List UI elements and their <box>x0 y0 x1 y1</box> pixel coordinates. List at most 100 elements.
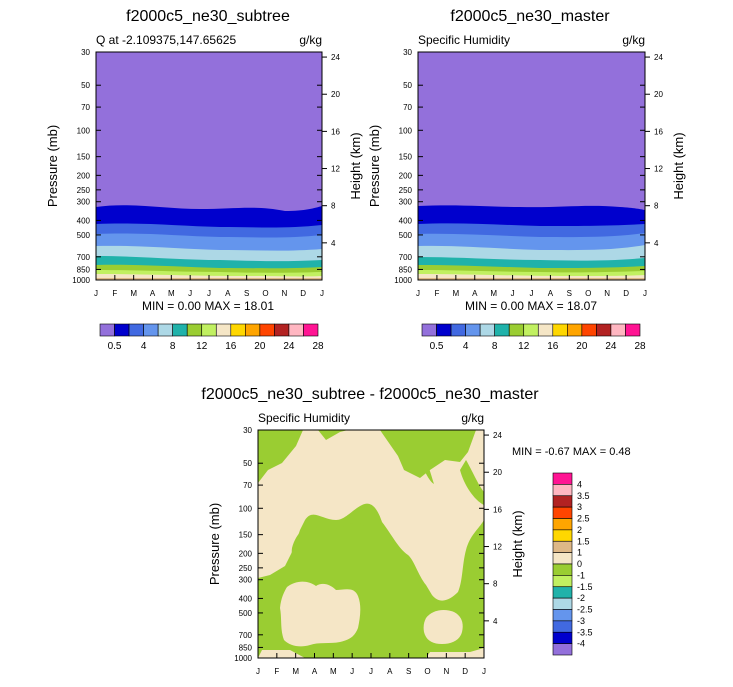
panel2-pressure-axis-label: Pressure (mb) <box>367 125 382 207</box>
colorbar-swatch-cornflower <box>465 323 481 337</box>
panel2-pressure-axis: 30 50 70 100 150 200 250 300 400 500 700 850 1000 <box>394 48 645 285</box>
colorbar-swatch-teal <box>172 323 188 337</box>
height-tick-label: 8 <box>331 202 336 211</box>
pressure-tick-label: 70 <box>81 103 90 112</box>
colorbar-label: 0.5 <box>430 341 444 352</box>
colorbar-swatch-cornflower <box>552 609 573 622</box>
colorbar-swatch-lightgreen <box>552 575 573 588</box>
pressure-tick-label: 200 <box>239 549 253 558</box>
colorbar-swatch-orange <box>567 323 583 337</box>
colorbar-swatch-gold <box>230 323 246 337</box>
panel1-title: f2000c5_ne30_subtree <box>126 8 290 25</box>
month-tick-label: F <box>112 289 117 298</box>
colorbar-swatch-purple <box>99 323 115 337</box>
panel1-height-axis: 24 20 16 12 8 4 <box>322 53 340 248</box>
colorbar-label: 16 <box>547 341 559 352</box>
colorbar-label: 2 <box>577 525 582 535</box>
colorbar-label: 12 <box>518 341 530 352</box>
pressure-tick-label: 50 <box>243 459 252 468</box>
colorbar-label: 1.5 <box>577 536 590 546</box>
pressure-tick-label: 100 <box>399 126 413 135</box>
panel3-pressure-axis-label: Pressure (mb) <box>207 503 222 585</box>
colorbar-swatch-lightblue <box>552 597 573 610</box>
panel3-height-axis: 24 20 16 12 8 4 <box>484 431 502 626</box>
colorbar-label: 0.5 <box>108 341 122 352</box>
colorbar-label: 20 <box>254 341 266 352</box>
month-tick-label: J <box>320 289 324 298</box>
colorbar-swatch-cream <box>537 323 554 337</box>
month-tick-label: M <box>130 289 137 298</box>
month-tick-label: A <box>150 289 156 298</box>
month-tick-label: A <box>225 289 231 298</box>
colorbar-swatch-orangered <box>552 506 573 519</box>
colorbar-label: -1 <box>577 570 585 580</box>
month-tick-label: F <box>274 667 279 676</box>
panel3-title: f2000c5_ne30_subtree - f2000c5_ne30_mast… <box>201 386 539 403</box>
pressure-tick-label: 850 <box>77 265 91 274</box>
month-tick-label: M <box>490 289 497 298</box>
colorbar-swatch-navy <box>114 323 130 337</box>
colorbar-label: 4 <box>577 479 582 489</box>
month-tick-label: O <box>424 667 430 676</box>
height-tick-label: 4 <box>654 239 659 248</box>
month-tick-label: O <box>585 289 591 298</box>
pressure-tick-label: 300 <box>77 198 91 207</box>
colorbar-swatch-royal <box>552 620 573 633</box>
month-tick-label: J <box>530 289 534 298</box>
panel2-units-label: g/kg <box>622 33 645 47</box>
height-tick-label: 12 <box>493 543 502 552</box>
colorbar-label: 20 <box>576 341 588 352</box>
panel3-units-label: g/kg <box>461 411 484 425</box>
colorbar-label: 4 <box>141 341 147 352</box>
height-tick-label: 12 <box>654 165 663 174</box>
month-tick-label: J <box>511 289 515 298</box>
month-tick-label: J <box>369 667 373 676</box>
pressure-tick-label: 30 <box>81 48 90 57</box>
pressure-tick-label: 100 <box>77 126 91 135</box>
month-tick-label: J <box>188 289 192 298</box>
month-tick-label: D <box>462 667 468 676</box>
month-tick-label: M <box>292 667 299 676</box>
month-tick-label: S <box>406 667 411 676</box>
colorbar-swatch-orangered <box>581 323 597 337</box>
pressure-tick-label: 50 <box>403 81 412 90</box>
colorbar-swatch-firebrick <box>552 495 573 508</box>
pressure-tick-label: 300 <box>399 198 413 207</box>
colorbar-swatch-teal <box>552 586 573 599</box>
month-tick-label: D <box>300 289 306 298</box>
pressure-tick-label: 700 <box>239 631 253 640</box>
pressure-tick-label: 400 <box>399 216 413 225</box>
panel3-min-max-label: MIN = -0.67 MAX = 0.48 <box>512 446 631 458</box>
month-tick-label: J <box>207 289 211 298</box>
colorbar-swatch-royal <box>450 323 466 337</box>
month-tick-label: J <box>350 667 354 676</box>
pressure-tick-label: 400 <box>77 216 91 225</box>
contour-region-positive-lower <box>280 581 361 647</box>
colorbar-label: 28 <box>634 341 646 352</box>
month-tick-label: A <box>548 289 554 298</box>
colorbar-swatch-cornflower <box>143 323 159 337</box>
colorbar-swatch-cream <box>552 552 573 565</box>
colorbar-swatch-lightgreen <box>523 323 539 337</box>
colorbar-swatch-teal <box>494 323 510 337</box>
panel1-left-label: Q at -2.109375,147.65625 <box>96 33 236 47</box>
pressure-tick-label: 500 <box>77 231 91 240</box>
colorbar-swatch-yellowgreen <box>186 323 203 337</box>
pressure-tick-label: 250 <box>239 564 253 573</box>
pressure-tick-label: 70 <box>403 103 412 112</box>
pressure-tick-label: 850 <box>399 265 413 274</box>
month-tick-label: M <box>330 667 337 676</box>
pressure-tick-label: 700 <box>77 253 91 262</box>
height-tick-label: 16 <box>493 505 502 514</box>
colorbar-swatch-purple <box>552 643 573 656</box>
colorbar-swatch-lightgreen <box>201 323 217 337</box>
panel1-pressure-axis-label: Pressure (mb) <box>45 125 60 207</box>
colorbar-swatch-purple <box>421 323 437 337</box>
pressure-tick-label: 70 <box>243 481 252 490</box>
colorbar-label: 16 <box>225 341 237 352</box>
